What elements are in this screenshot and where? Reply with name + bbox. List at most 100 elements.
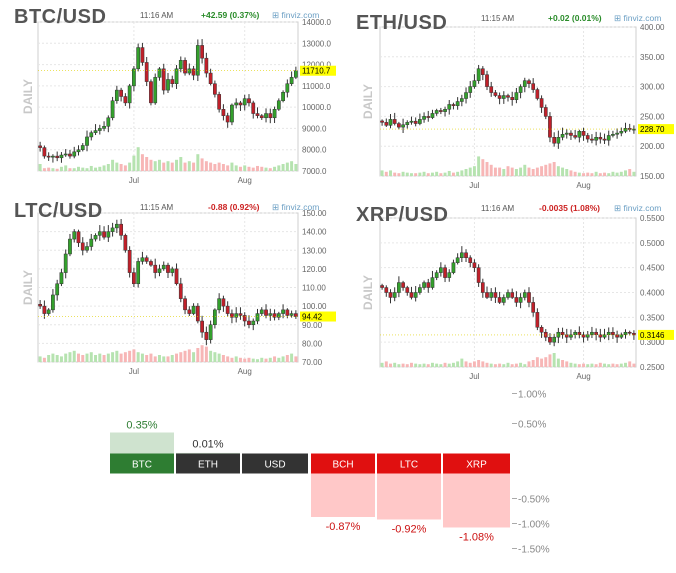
xrp-volume-bar bbox=[590, 363, 594, 367]
ltc-candle-body bbox=[183, 298, 187, 311]
ltc-volume-bar bbox=[38, 356, 42, 362]
btc-candle-body bbox=[166, 79, 170, 91]
eth-candle-body bbox=[606, 135, 611, 141]
eth-candle-body bbox=[464, 92, 468, 99]
ltc-volume-bar bbox=[175, 353, 179, 362]
ltc-candle-body bbox=[132, 272, 136, 285]
btc-candle-body bbox=[123, 96, 128, 104]
perf-tile-btc bbox=[110, 453, 174, 474]
eth-volume-bar bbox=[607, 173, 611, 176]
ltc-volume-bar bbox=[234, 356, 238, 362]
ltc-candle-body bbox=[285, 309, 290, 316]
btc-candle-body bbox=[42, 147, 47, 157]
ltc-candle-body bbox=[161, 264, 166, 270]
perf-ytick-label: 0.50% bbox=[518, 420, 546, 431]
eth-last-price-label: 228.70 bbox=[640, 125, 665, 134]
btc-volume-bar bbox=[132, 155, 136, 171]
eth-ytick-label: 350.00 bbox=[640, 53, 665, 62]
xrp-volume-bar bbox=[389, 363, 392, 367]
perf-tile-label: BTC bbox=[132, 460, 152, 471]
eth-candle-body bbox=[514, 92, 519, 100]
eth-candle-body bbox=[392, 119, 397, 124]
btc-candle-body bbox=[259, 115, 264, 119]
btc-candle-body bbox=[63, 153, 68, 156]
xrp-chart-panel: 0.5500 0.5000 0.4500 0.4000 0.3500 0.3000 0.25… bbox=[340, 192, 676, 382]
perf-tile-bch bbox=[311, 453, 375, 474]
eth-candle-body bbox=[468, 86, 473, 93]
eth-volume-bar bbox=[430, 172, 434, 176]
perf-bar-xrp bbox=[443, 473, 510, 528]
eth-candle-body bbox=[590, 138, 594, 141]
eth-volume-bar bbox=[485, 162, 489, 176]
eth-candle-body bbox=[510, 97, 515, 100]
ltc-volume-bar bbox=[145, 355, 149, 362]
btc-volume-bar bbox=[285, 162, 289, 171]
ltc-candle-body bbox=[80, 242, 85, 251]
xrp-volume-bar bbox=[477, 360, 481, 367]
btc-candle-body bbox=[55, 155, 60, 159]
ltc-brand: ⊞ finviz.com bbox=[272, 202, 319, 213]
perf-tile-eth bbox=[176, 453, 240, 474]
btc-candle-body bbox=[238, 102, 243, 106]
eth-volume-bar bbox=[561, 167, 565, 176]
btc-price-change: +42.59 (0.37%) bbox=[201, 10, 260, 20]
btc-candle-body bbox=[140, 47, 145, 63]
eth-volume-bar bbox=[426, 173, 430, 176]
btc-volume-bar bbox=[81, 167, 85, 171]
perf-value-label: 0.01% bbox=[192, 439, 223, 451]
xrp-candle-body bbox=[489, 292, 494, 298]
xrp-ytick-label: 0.4500 bbox=[640, 264, 665, 273]
btc-volume-bar bbox=[106, 164, 110, 171]
ltc-volume-bar bbox=[277, 357, 281, 362]
xrp-last-price-label: 0.3146 bbox=[640, 331, 665, 340]
ltc-candle-body bbox=[187, 309, 192, 314]
eth-volume-bar bbox=[502, 169, 506, 176]
eth-candle-body bbox=[485, 74, 489, 87]
btc-candle-body bbox=[255, 113, 260, 116]
xrp-candle-body bbox=[401, 282, 405, 288]
xrp-candle-body bbox=[397, 282, 401, 293]
xrp-candle-body bbox=[447, 272, 452, 278]
btc-volume-bar bbox=[119, 164, 123, 171]
xrp-volume-bar bbox=[514, 363, 518, 367]
perf-tile-label: XRP bbox=[466, 460, 487, 471]
btc-volume-bar bbox=[55, 168, 59, 171]
eth-candle-body bbox=[619, 131, 624, 134]
xrp-ytick-label: 0.4000 bbox=[640, 289, 665, 298]
btc-candle-body bbox=[200, 45, 204, 59]
xrp-candle-body bbox=[581, 334, 586, 338]
btc-volume-bar bbox=[170, 162, 174, 171]
ltc-xtick-label: Aug bbox=[238, 367, 252, 376]
ltc-volume-bar bbox=[200, 345, 204, 362]
btc-volume-bar bbox=[68, 168, 72, 171]
ltc-candle-body bbox=[195, 305, 200, 322]
btc-volume-bar bbox=[162, 162, 166, 171]
eth-candle-body bbox=[594, 137, 598, 141]
xrp-candle-body bbox=[548, 336, 552, 343]
xrp-volume-bar bbox=[523, 364, 527, 367]
ltc-candle-body bbox=[72, 231, 77, 240]
ltc-candle-body bbox=[247, 320, 251, 325]
eth-candle-body bbox=[455, 101, 460, 106]
btc-candle-body bbox=[247, 98, 251, 104]
eth-candle-body bbox=[501, 95, 506, 99]
xrp-brand: ⊞ finviz.com bbox=[614, 203, 661, 214]
ltc-candle-body bbox=[42, 305, 47, 314]
btc-volume-bar bbox=[38, 164, 42, 171]
ltc-candle-body bbox=[191, 305, 196, 314]
eth-candlestick-chart: 400.00 350.00 300.00 250.00 200.00 150.00 Jul A… bbox=[361, 23, 674, 190]
eth-candle-body bbox=[548, 116, 552, 138]
eth-candle-body bbox=[602, 138, 607, 141]
xrp-volume-bar bbox=[607, 364, 611, 367]
btc-volume-bar bbox=[85, 168, 89, 171]
xrp-volume-bar bbox=[410, 362, 413, 367]
eth-volume-bar bbox=[456, 171, 460, 176]
btc-volume-bar bbox=[175, 159, 179, 171]
xrp-volume-bar bbox=[422, 363, 426, 367]
xrp-volume-bar bbox=[598, 362, 602, 367]
btc-daily-label: DAILY bbox=[21, 79, 35, 114]
ltc-candle-body bbox=[213, 309, 217, 325]
finviz-logo-icon: ⊞ bbox=[614, 13, 622, 23]
btc-candle-body bbox=[38, 145, 43, 148]
btc-brand: ⊞ finviz.com bbox=[272, 10, 319, 21]
